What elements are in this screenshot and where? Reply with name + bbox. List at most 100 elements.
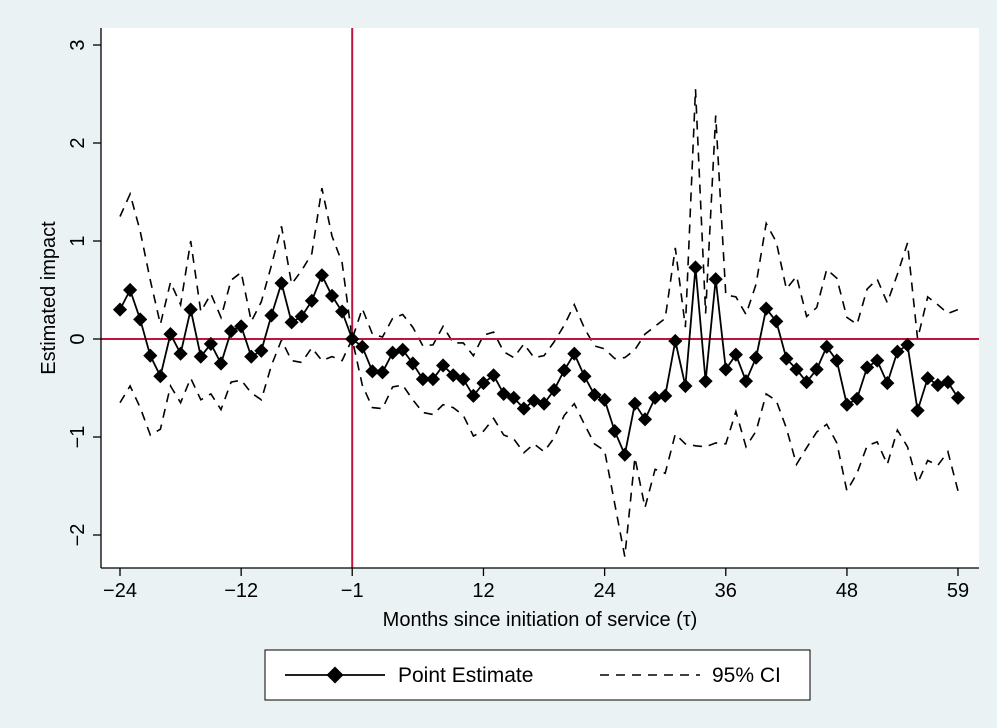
point-estimate-marker	[133, 312, 148, 327]
point-estimate-marker	[557, 363, 572, 378]
point-estimate-marker	[870, 353, 885, 368]
point-estimate-marker	[516, 401, 531, 416]
point-estimate-marker	[890, 344, 905, 359]
x-tick-label: −24	[103, 580, 137, 602]
point-estimate-marker	[880, 376, 895, 391]
point-estimate-marker	[415, 372, 430, 387]
point-estimate-marker	[264, 308, 279, 323]
point-estimate-marker	[577, 369, 592, 384]
point-estimate-marker	[274, 276, 289, 291]
point-estimate-marker	[668, 333, 683, 349]
x-tick-label: 12	[472, 580, 494, 602]
point-estimate-marker	[607, 424, 622, 439]
x-tick-label: −12	[224, 580, 258, 602]
ci-line-lower	[119, 336, 959, 557]
point-estimate-marker	[405, 356, 420, 371]
point-estimate-marker	[547, 382, 562, 398]
point-estimate-marker	[436, 358, 451, 373]
point-estimate-marker	[648, 390, 663, 405]
point-estimate-marker	[254, 343, 269, 358]
x-tick-label: 48	[836, 580, 858, 602]
point-estimate-marker	[637, 412, 653, 427]
y-axis-title: Estimated impact	[38, 221, 60, 375]
point-estimate-marker	[617, 447, 632, 462]
point-estimate-marker	[809, 362, 824, 377]
point-estimate-marker	[203, 336, 218, 351]
point-estimate-marker	[234, 319, 249, 334]
point-estimate-marker	[173, 346, 188, 361]
point-estimate-marker	[587, 387, 602, 402]
point-estimate-marker	[536, 396, 552, 411]
point-estimate-marker	[698, 374, 713, 389]
point-estimate-marker	[567, 346, 582, 361]
point-estimate-marker	[112, 302, 128, 317]
point-estimate-marker	[839, 397, 855, 412]
point-estimate-marker	[345, 331, 360, 347]
y-tick-label: −1	[67, 426, 89, 449]
point-estimate-marker	[728, 347, 743, 362]
point-estimate-marker	[860, 360, 875, 375]
x-tick-label: −1	[341, 580, 364, 602]
point-estimate-marker	[506, 390, 521, 405]
point-estimate-marker	[678, 378, 693, 394]
point-estimate-marker	[456, 372, 471, 387]
point-estimate-marker	[476, 376, 491, 391]
point-estimate-marker	[143, 348, 158, 363]
point-estimate-marker	[940, 375, 955, 390]
point-estimate-marker	[920, 371, 935, 386]
point-estimate-marker	[314, 268, 329, 283]
point-estimate-marker	[718, 362, 733, 377]
point-estimate-marker	[324, 288, 340, 303]
y-tick-label: −2	[67, 524, 89, 547]
point-estimate-marker	[779, 351, 794, 366]
point-estimate-marker	[597, 392, 612, 407]
point-estimate-marker	[163, 327, 178, 342]
point-estimate-marker	[749, 350, 764, 365]
point-estimate-marker	[900, 337, 915, 352]
point-estimate-marker	[223, 324, 239, 339]
point-estimate-marker	[193, 349, 208, 364]
y-tick-label: 1	[67, 235, 89, 246]
point-estimate-series	[112, 260, 966, 462]
point-estimate-marker	[183, 302, 198, 317]
x-tick-label: 36	[715, 580, 737, 602]
y-tick-label: 3	[67, 39, 89, 50]
point-estimate-marker	[769, 314, 784, 329]
y-axis-ticks: −2 −1 0 1 2 3	[67, 39, 101, 546]
point-estimate-marker	[466, 388, 481, 403]
point-estimate-marker	[658, 388, 673, 403]
reference-lines	[101, 28, 979, 568]
point-estimate-marker	[304, 293, 319, 308]
point-estimate-marker	[375, 365, 390, 380]
point-estimate-marker	[819, 339, 834, 354]
point-estimate-marker	[930, 377, 945, 393]
point-estimate-marker	[486, 368, 501, 383]
legend-ci-label: 95% CI	[712, 664, 781, 687]
point-estimate-marker	[425, 372, 441, 387]
point-estimate-marker	[395, 342, 410, 357]
point-estimate-marker	[708, 272, 723, 287]
point-estimate-marker	[385, 345, 400, 360]
y-tick-label: 2	[67, 137, 89, 148]
ci-lines	[119, 89, 959, 557]
point-estimate-marker	[950, 390, 966, 405]
point-estimate-marker	[688, 260, 703, 275]
x-axis-title: Months since initiation of service (τ)	[383, 609, 698, 631]
x-axis-ticks: −24 −12 −1 12 24 36 48 59	[103, 568, 969, 602]
point-estimate-marker	[627, 396, 642, 411]
point-estimate-marker	[355, 339, 370, 354]
point-estimate-marker	[526, 393, 542, 408]
point-estimate-marker	[759, 301, 774, 316]
point-estimate-marker	[910, 403, 925, 418]
point-estimate-marker	[284, 315, 299, 330]
point-estimate-marker	[335, 304, 350, 319]
point-estimate-marker	[294, 309, 309, 324]
point-estimate-marker	[849, 391, 865, 406]
point-estimate-marker	[365, 364, 380, 379]
point-estimate-marker	[244, 349, 259, 364]
point-estimate-marker	[829, 353, 844, 368]
plot-area	[101, 28, 979, 568]
x-tick-label: 24	[594, 580, 616, 602]
y-tick-label: 0	[67, 333, 89, 344]
